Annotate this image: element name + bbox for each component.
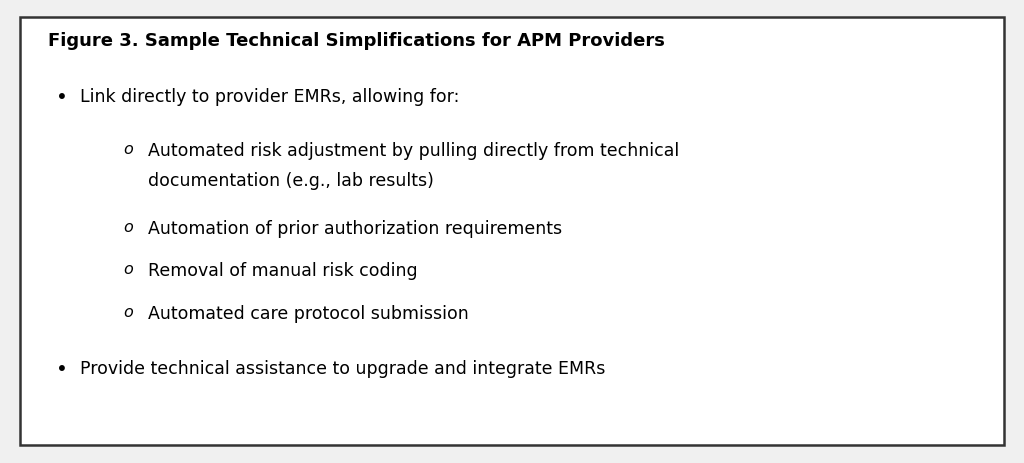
- Text: •: •: [56, 359, 68, 378]
- Text: Removal of manual risk coding: Removal of manual risk coding: [148, 262, 418, 279]
- Text: documentation (e.g., lab results): documentation (e.g., lab results): [148, 172, 434, 189]
- Text: •: •: [56, 88, 68, 107]
- Text: Provide technical assistance to upgrade and integrate EMRs: Provide technical assistance to upgrade …: [80, 359, 605, 377]
- Text: o: o: [123, 142, 133, 156]
- Text: o: o: [123, 219, 133, 234]
- Text: Automation of prior authorization requirements: Automation of prior authorization requir…: [148, 219, 562, 238]
- Text: Figure 3. Sample Technical Simplifications for APM Providers: Figure 3. Sample Technical Simplificatio…: [48, 32, 665, 50]
- Text: Link directly to provider EMRs, allowing for:: Link directly to provider EMRs, allowing…: [80, 88, 460, 106]
- Text: Automated risk adjustment by pulling directly from technical: Automated risk adjustment by pulling dir…: [148, 142, 679, 160]
- Text: o: o: [123, 262, 133, 276]
- Text: Automated care protocol submission: Automated care protocol submission: [148, 304, 469, 322]
- Text: o: o: [123, 304, 133, 319]
